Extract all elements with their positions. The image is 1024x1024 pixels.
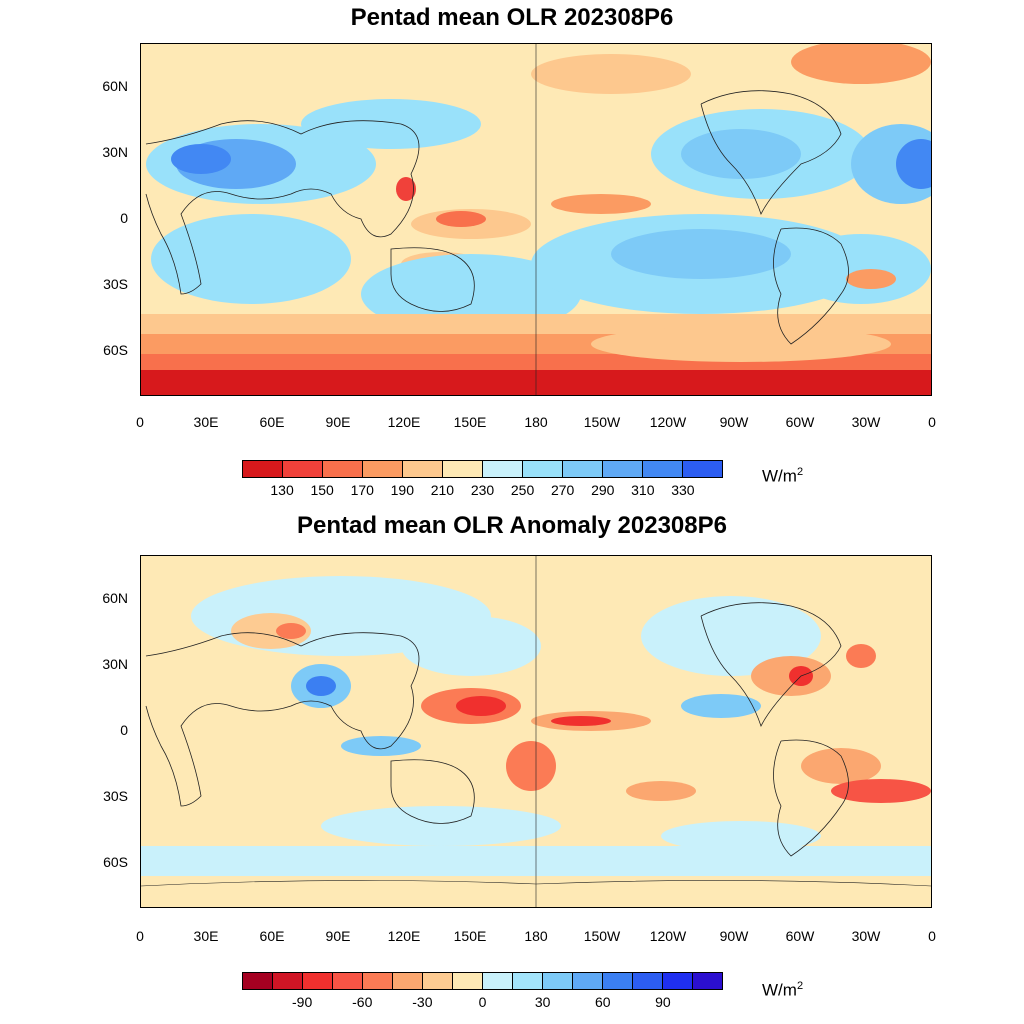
lon-label: 30E <box>193 414 219 430</box>
colorbar-cell <box>603 973 633 989</box>
colorbar-tick-label: 230 <box>470 482 495 498</box>
lon-label: 0 <box>928 928 936 944</box>
lon-label: 60E <box>259 928 285 944</box>
lon-label: 90E <box>325 928 351 944</box>
colorbar-tick-label: -60 <box>352 994 373 1010</box>
lon-label: 0 <box>928 414 936 430</box>
colorbar-tick-label: 150 <box>310 482 334 498</box>
colorbar-cell <box>603 461 643 477</box>
lat-label-60n: 60N <box>102 590 128 606</box>
olr-map <box>140 43 932 396</box>
colorbar-tick-label: -90 <box>292 994 313 1010</box>
lon-label: 30W <box>851 928 881 944</box>
lat-label-30s: 30S <box>103 276 128 292</box>
lon-label: 120E <box>387 414 421 430</box>
lon-label: 60W <box>785 414 815 430</box>
units-label: W/m2 <box>762 980 804 1000</box>
colorbar-cell <box>363 461 403 477</box>
colorbar-cell <box>523 461 563 477</box>
colorbar-cell <box>283 461 323 477</box>
colorbar-tick-label: 170 <box>350 482 374 498</box>
colorbar-tick-label: 0 <box>478 994 487 1010</box>
colorbar-cell <box>303 973 333 989</box>
colorbar-cell <box>243 461 283 477</box>
olr-colorbar <box>242 460 723 478</box>
colorbar-tick-label: 290 <box>591 482 615 498</box>
panel-title: Pentad mean OLR Anomaly 202308P6 <box>297 512 727 539</box>
colorbar-cell <box>443 461 483 477</box>
lat-label-eq: 0 <box>120 722 128 738</box>
colorbar-cell <box>543 973 573 989</box>
colorbar-tick-label: 60 <box>594 994 611 1010</box>
colorbar-cell <box>483 973 513 989</box>
colorbar-tick-label: 330 <box>671 482 695 498</box>
colorbar-tick-label: 310 <box>631 482 655 498</box>
lon-label: 0 <box>136 414 144 430</box>
colorbar-tick-label: 210 <box>430 482 455 498</box>
lat-label-30n: 30N <box>102 144 128 160</box>
colorbar-tick-label: 190 <box>390 482 414 498</box>
panel-title: Pentad mean OLR 202308P6 <box>350 4 674 31</box>
olr-anomaly-map <box>140 555 932 908</box>
colorbar-cell <box>573 973 603 989</box>
olr-panel: Pentad mean OLR 202308P6 <box>0 0 1024 500</box>
lon-label: 150W <box>583 928 621 944</box>
lon-label: 120E <box>387 928 421 944</box>
colorbar-cell <box>243 973 273 989</box>
colorbar-cell <box>663 973 693 989</box>
colorbar-tick-label: 270 <box>550 482 575 498</box>
lon-label: 90W <box>719 928 749 944</box>
lat-label-60n: 60N <box>102 78 128 94</box>
olr-field <box>141 44 931 395</box>
colorbar-cell <box>643 461 683 477</box>
lon-label: 120W <box>649 928 687 944</box>
colorbar-tick-label: 250 <box>510 482 535 498</box>
lon-label: 60E <box>259 414 285 430</box>
colorbar-cell <box>563 461 603 477</box>
colorbar-tick-label: 30 <box>534 994 551 1010</box>
lon-label: 150W <box>583 414 621 430</box>
colorbar-cell <box>633 973 663 989</box>
lon-label: 120W <box>649 414 687 430</box>
colorbar-cell <box>363 973 393 989</box>
lon-label: 90E <box>325 414 351 430</box>
colorbar-cell <box>513 973 543 989</box>
colorbar-tick-label: 130 <box>270 482 294 498</box>
colorbar-cell <box>483 461 523 477</box>
lon-label: 150E <box>453 928 487 944</box>
colorbar-tick-label: -30 <box>412 994 433 1010</box>
colorbar-cell <box>333 973 363 989</box>
colorbar-cell <box>423 973 453 989</box>
lon-label: 30E <box>193 928 219 944</box>
colorbar-cell <box>453 973 483 989</box>
lon-label: 60W <box>785 928 815 944</box>
lon-label: 180 <box>524 928 548 944</box>
lat-label-30s: 30S <box>103 788 128 804</box>
lon-label: 180 <box>524 414 548 430</box>
lon-label: 0 <box>136 928 144 944</box>
lat-label-30n: 30N <box>102 656 128 672</box>
colorbar-cell <box>393 973 423 989</box>
colorbar-cell <box>273 973 303 989</box>
colorbar-cell <box>683 461 722 477</box>
colorbar-tick-label: 90 <box>655 994 671 1010</box>
olr-anomaly-field <box>141 556 931 907</box>
colorbar-cell <box>403 461 443 477</box>
lon-label: 150E <box>453 414 487 430</box>
olr-anomaly-colorbar <box>242 972 723 990</box>
lon-label: 90W <box>719 414 749 430</box>
lat-label-60s: 60S <box>103 854 128 870</box>
lat-label-eq: 0 <box>120 210 128 226</box>
units-label: W/m2 <box>762 466 804 486</box>
lat-label-60s: 60S <box>103 342 128 358</box>
colorbar-cell <box>693 973 722 989</box>
colorbar-cell <box>323 461 363 477</box>
lon-label: 30W <box>851 414 881 430</box>
